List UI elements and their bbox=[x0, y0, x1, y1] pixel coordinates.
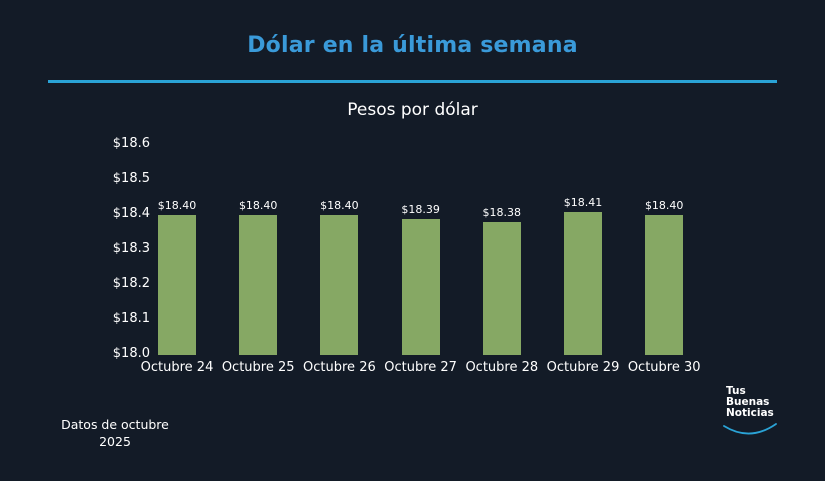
x-tick-label: Octubre 26 bbox=[303, 360, 376, 375]
bar-value-label: $18.40 bbox=[238, 199, 278, 212]
title-divider bbox=[48, 80, 777, 83]
bar bbox=[564, 211, 602, 355]
x-tick-label: Octubre 25 bbox=[221, 360, 295, 375]
y-tick-label: $18.5 bbox=[112, 171, 150, 186]
bar bbox=[482, 222, 521, 355]
logo-arc-icon bbox=[723, 423, 777, 435]
bar-value-label: $18.40 bbox=[644, 199, 684, 212]
bar bbox=[401, 218, 440, 355]
y-tick-label: $18.2 bbox=[112, 276, 150, 291]
brand-logo: Tus Buenas Noticias bbox=[723, 385, 786, 435]
bar bbox=[645, 215, 684, 355]
note-line-2: 2025 bbox=[99, 434, 131, 449]
x-tick-label: Octubre 28 bbox=[465, 360, 539, 375]
bar-value-label: $18.39 bbox=[401, 202, 440, 216]
chart-subtitle: Pesos por dólar bbox=[347, 100, 478, 120]
y-tick-label: $18.3 bbox=[112, 241, 150, 256]
chart-title: Dólar en la última semana bbox=[247, 33, 578, 58]
bar bbox=[239, 215, 278, 355]
logo-line-2: Buenas bbox=[726, 396, 770, 408]
note-line-1: Datos de octubre bbox=[61, 417, 169, 432]
bar bbox=[158, 215, 196, 355]
bar-value-label: $18.41 bbox=[563, 195, 603, 209]
y-tick-label: $18.0 bbox=[112, 346, 150, 361]
x-tick-label: Octubre 24 bbox=[140, 360, 214, 375]
x-tick-label: Octubre 30 bbox=[627, 360, 701, 375]
bar bbox=[320, 215, 359, 355]
x-tick-label: Octubre 29 bbox=[546, 360, 620, 375]
y-tick-label: $18.4 bbox=[112, 206, 150, 221]
data-source-note: Datos de octubre 2025 bbox=[50, 416, 180, 450]
bar-value-label: $18.38 bbox=[482, 206, 522, 219]
x-tick-label: Octubre 27 bbox=[384, 360, 457, 375]
logo-line-1: Tus bbox=[726, 385, 746, 397]
logo-line-3: Noticias bbox=[726, 407, 774, 419]
y-tick-label: $18.1 bbox=[112, 311, 150, 326]
bar-value-label: $18.40 bbox=[320, 199, 359, 212]
y-tick-label: $18.6 bbox=[112, 136, 150, 151]
bar-value-label: $18.40 bbox=[157, 199, 197, 212]
